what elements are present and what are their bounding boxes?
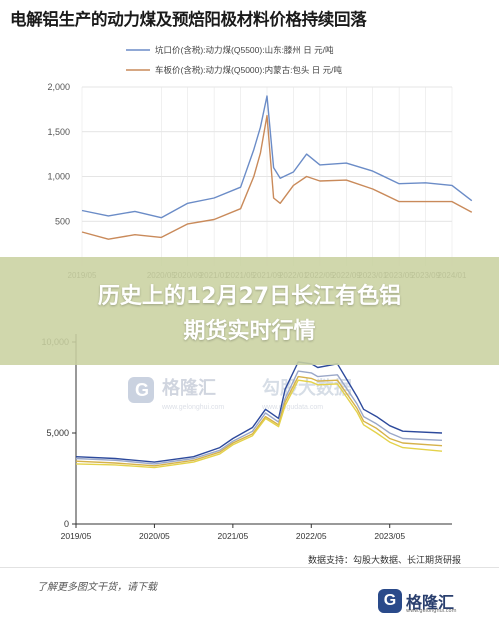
legend-label-series-2: 车板价(含税):动力煤(Q5000):内蒙古:包头 日 元/吨 (155, 65, 343, 75)
brand-logo-icon: G (378, 589, 402, 613)
legend: 坑口价(含税):动力煤(Q5500):山东:滕州 日 元/吨 车板价(含税):动… (126, 45, 343, 75)
x-tick-label: 2023/05 (374, 531, 405, 541)
banner-headline: 历史上的12月27日长江有色铝 期货实时行情 (0, 279, 499, 349)
x-axis-ticks: 2019/05 2020/05 2021/05 2022/05 2023/05 (61, 524, 405, 541)
watermark-brand-left: 格隆汇 (162, 377, 216, 398)
y-tick-label: 500 (55, 216, 70, 226)
series-line-1 (75, 361, 443, 463)
y-axis-ticks: 2,000 1,500 1,000 500 (47, 82, 70, 226)
svg-text:G: G (135, 380, 149, 400)
series-line-3 (75, 375, 443, 467)
overlay-banner (0, 257, 499, 365)
x-tick-label: 2019/05 (61, 531, 92, 541)
series-line-4 (75, 379, 443, 469)
series-line-2 (81, 114, 473, 240)
data-source: 数据支持：勾股大数据、长江期货研报 (307, 556, 461, 566)
series-line-2 (75, 370, 443, 465)
legend-label-series-1: 坑口价(含税):动力煤(Q5500):山东:滕州 日 元/吨 (155, 45, 334, 55)
watermark-brand-right-url: www.gogudata.com (261, 404, 323, 411)
watermark-brand-left-url: www.gelonghui.com (161, 404, 224, 411)
banner-line-1: 历史上的12月27日长江有色铝 (97, 284, 402, 309)
brand-name: 格隆汇 (406, 593, 455, 612)
watermark: G 格隆汇 www.gelonghui.com 勾股大数据 www.goguda… (128, 377, 352, 411)
series-line-1 (81, 95, 473, 219)
y-tick-label: 1,000 (47, 172, 70, 182)
watermark-logo-icon (128, 377, 154, 403)
x-tick-label: 2020/05 (139, 531, 170, 541)
banner-line-2: 期货实时行情 (183, 319, 316, 344)
y-tick-label: 5,000 (46, 428, 69, 438)
footer-brand[interactable]: G 格隆汇 www.gelonghui.com (378, 586, 457, 616)
watermark-brand-right: 勾股大数据 (262, 377, 352, 398)
y-tick-label: 0 (64, 519, 69, 529)
y-tick-label: 2,000 (47, 82, 70, 92)
x-tick-label: 2022/05 (296, 531, 327, 541)
x-tick-label: 2021/05 (217, 531, 248, 541)
plot-lines (75, 361, 443, 469)
footer-divider (0, 567, 499, 568)
y-tick-label: 1,500 (47, 127, 70, 137)
brand-url: www.gelonghui.com (406, 608, 457, 614)
footer-caption: 了解更多图文干货，请下载 (37, 582, 157, 593)
chart-title: 电解铝生产的动力煤及预焙阳极材料价格持续回落 (10, 10, 367, 29)
plot-lines (81, 95, 473, 240)
